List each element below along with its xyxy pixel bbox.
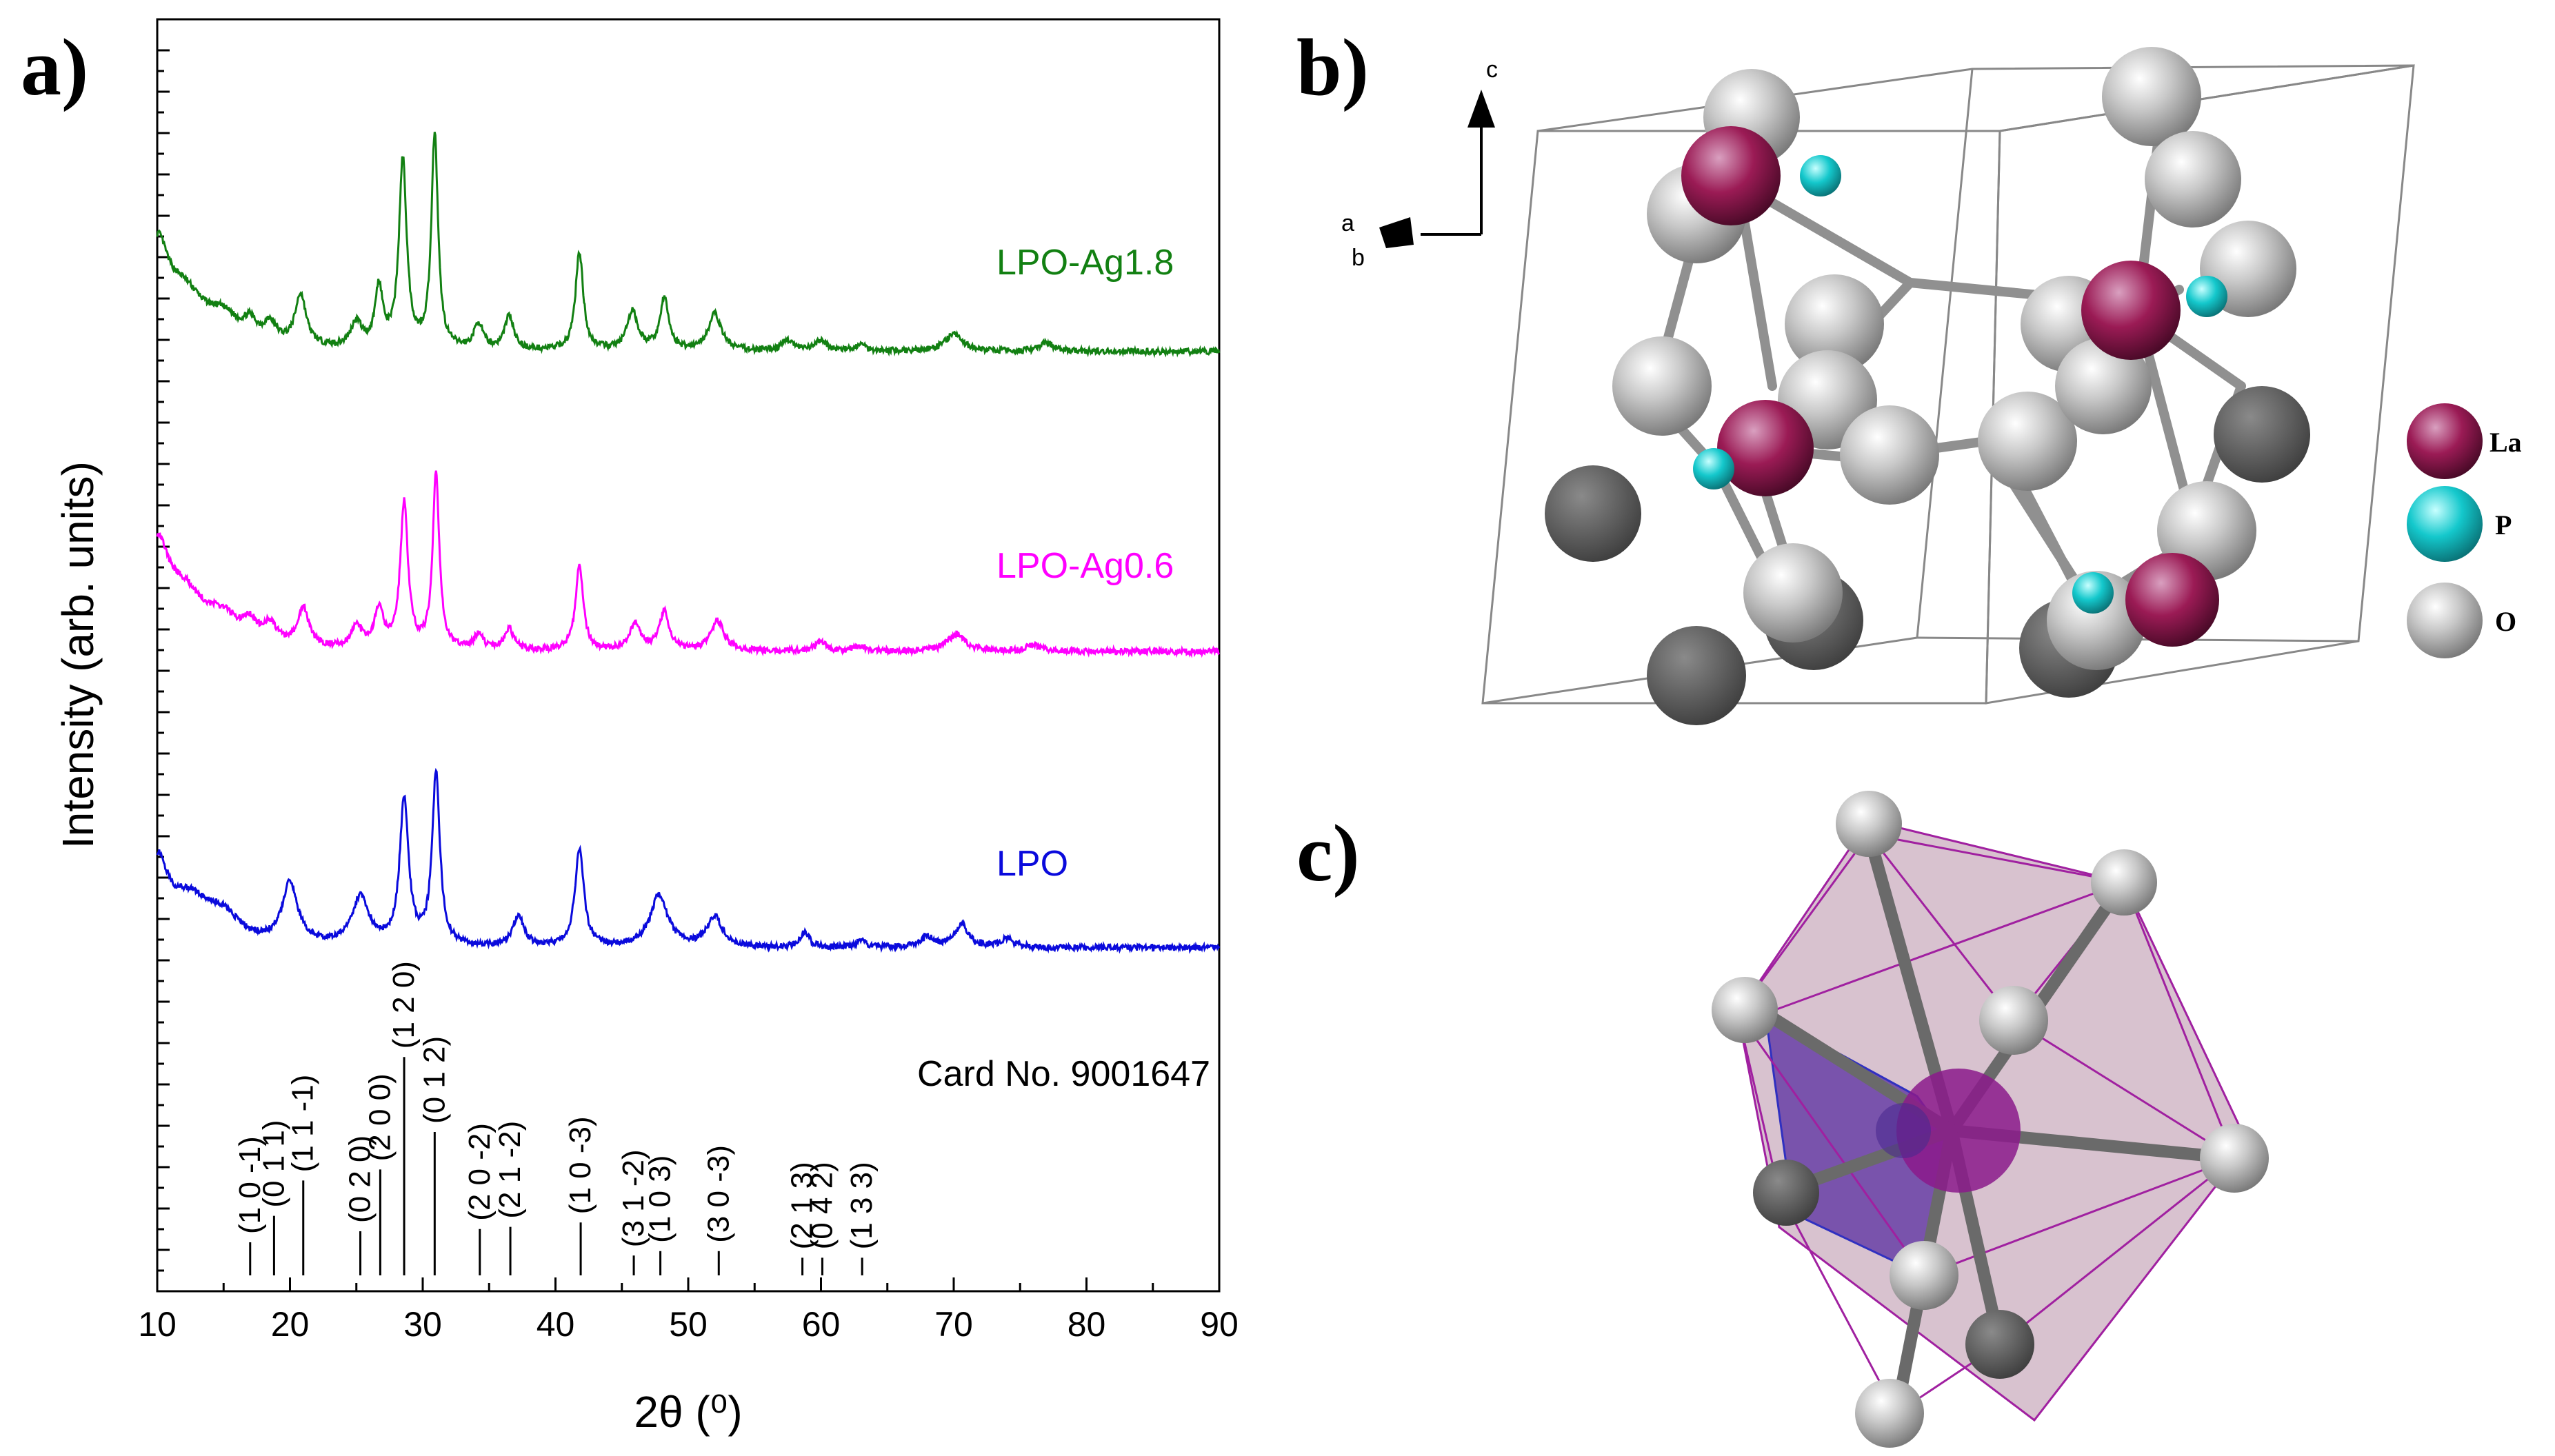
y-axis-ticks	[157, 49, 170, 1293]
hkl-label: (1 0 -3)	[563, 1116, 597, 1214]
series-label: LPO-Ag0.6	[996, 546, 1174, 586]
hkl-label: (1 0 3)	[643, 1155, 677, 1243]
reference-pattern: (1 0 -1)(0 1 1)(1 1 -1) (0 2 0)(2 0 0) (1 …	[233, 961, 1210, 1275]
hkl-label: (1 3 3)	[845, 1162, 879, 1249]
x-tick-label: 40	[537, 1305, 575, 1344]
x-tick-label: 60	[802, 1305, 841, 1344]
hkl-label: (0 1 1)	[257, 1120, 290, 1207]
series-labels: LPO-Ag1.8 LPO-Ag0.6 LPO	[996, 243, 1174, 884]
legend-o-label: O	[2495, 606, 2516, 637]
series-label: LPO	[996, 844, 1068, 884]
hkl-label: (0 1 2)	[417, 1036, 451, 1124]
central-shadow	[1876, 1103, 1931, 1158]
series-group	[156, 132, 1221, 954]
x-tick-label: 30	[403, 1305, 442, 1344]
orientation-axes: c a b	[1341, 57, 1498, 271]
y-axis-label: Intensity (arb. units)	[53, 461, 103, 849]
x-tick-label: 80	[1068, 1305, 1106, 1344]
panel-label-a: a)	[21, 22, 89, 112]
coordination-polyhedron	[1712, 791, 2269, 1448]
hkl-label: (2 0 -2)	[463, 1123, 497, 1221]
legend-la-swatch	[2407, 403, 2483, 479]
reference-card-label: Card No. 9001647	[917, 1054, 1210, 1094]
xrd-chart: 10 20 30 40 50 60 70 80 90 (1 0 -1)(0 1 1)(1 1 -…	[53, 18, 1239, 1437]
series-line-0	[156, 132, 1221, 358]
legend-p-label: P	[2495, 509, 2512, 540]
x-tick-label: 10	[138, 1305, 177, 1344]
crystal-structure: c a b	[1341, 47, 2522, 725]
x-tick-label: 50	[669, 1305, 708, 1344]
series-line-2	[156, 767, 1221, 954]
panel-label-c: c)	[1296, 808, 1360, 898]
legend-p-swatch	[2407, 486, 2483, 562]
hkl-label: (2 1 3)	[785, 1162, 819, 1249]
polyhedron-oxygen-atoms	[1712, 791, 2269, 1448]
x-tick-label: 70	[934, 1305, 973, 1344]
hkl-label: (2 0 0)	[363, 1073, 397, 1161]
axis-c-label: c	[1486, 57, 1498, 83]
hkl-label: (0 2 0)	[343, 1135, 377, 1223]
hkl-label: (1 0 -1)	[233, 1136, 267, 1234]
legend-o-swatch	[2407, 583, 2483, 658]
element-legend: La P O	[2407, 403, 2522, 658]
axis-b-label: b	[1352, 245, 1365, 271]
hkl-label: (1 1 -1)	[286, 1075, 320, 1173]
legend-la-label: La	[2489, 427, 2522, 458]
x-axis-ticks: 10 20 30 40 50 60 70 80 90	[138, 1277, 1239, 1344]
lanthanum-atoms	[1681, 126, 2219, 647]
hkl-label: (0 4 2)	[805, 1162, 839, 1249]
hkl-label: (2 1 -2)	[493, 1121, 527, 1219]
panel-label-b: b)	[1296, 22, 1369, 112]
hkl-label: (3 0 -3)	[701, 1145, 735, 1243]
x-axis-label: 2θ (⁰)	[634, 1387, 742, 1437]
polyhedron-edges	[1736, 833, 2236, 1415]
hkl-label: (1 2 0)	[387, 961, 421, 1049]
series-label: LPO-Ag1.8	[996, 243, 1174, 283]
series-line-1	[156, 470, 1221, 658]
hkl-label: (3 1 -2)	[617, 1149, 650, 1247]
axis-a-label: a	[1341, 210, 1354, 236]
x-tick-label: 90	[1200, 1305, 1239, 1344]
phosphorus-atoms	[1693, 155, 2227, 614]
central-la-atom	[1896, 1069, 2021, 1193]
x-tick-label: 20	[271, 1305, 310, 1344]
